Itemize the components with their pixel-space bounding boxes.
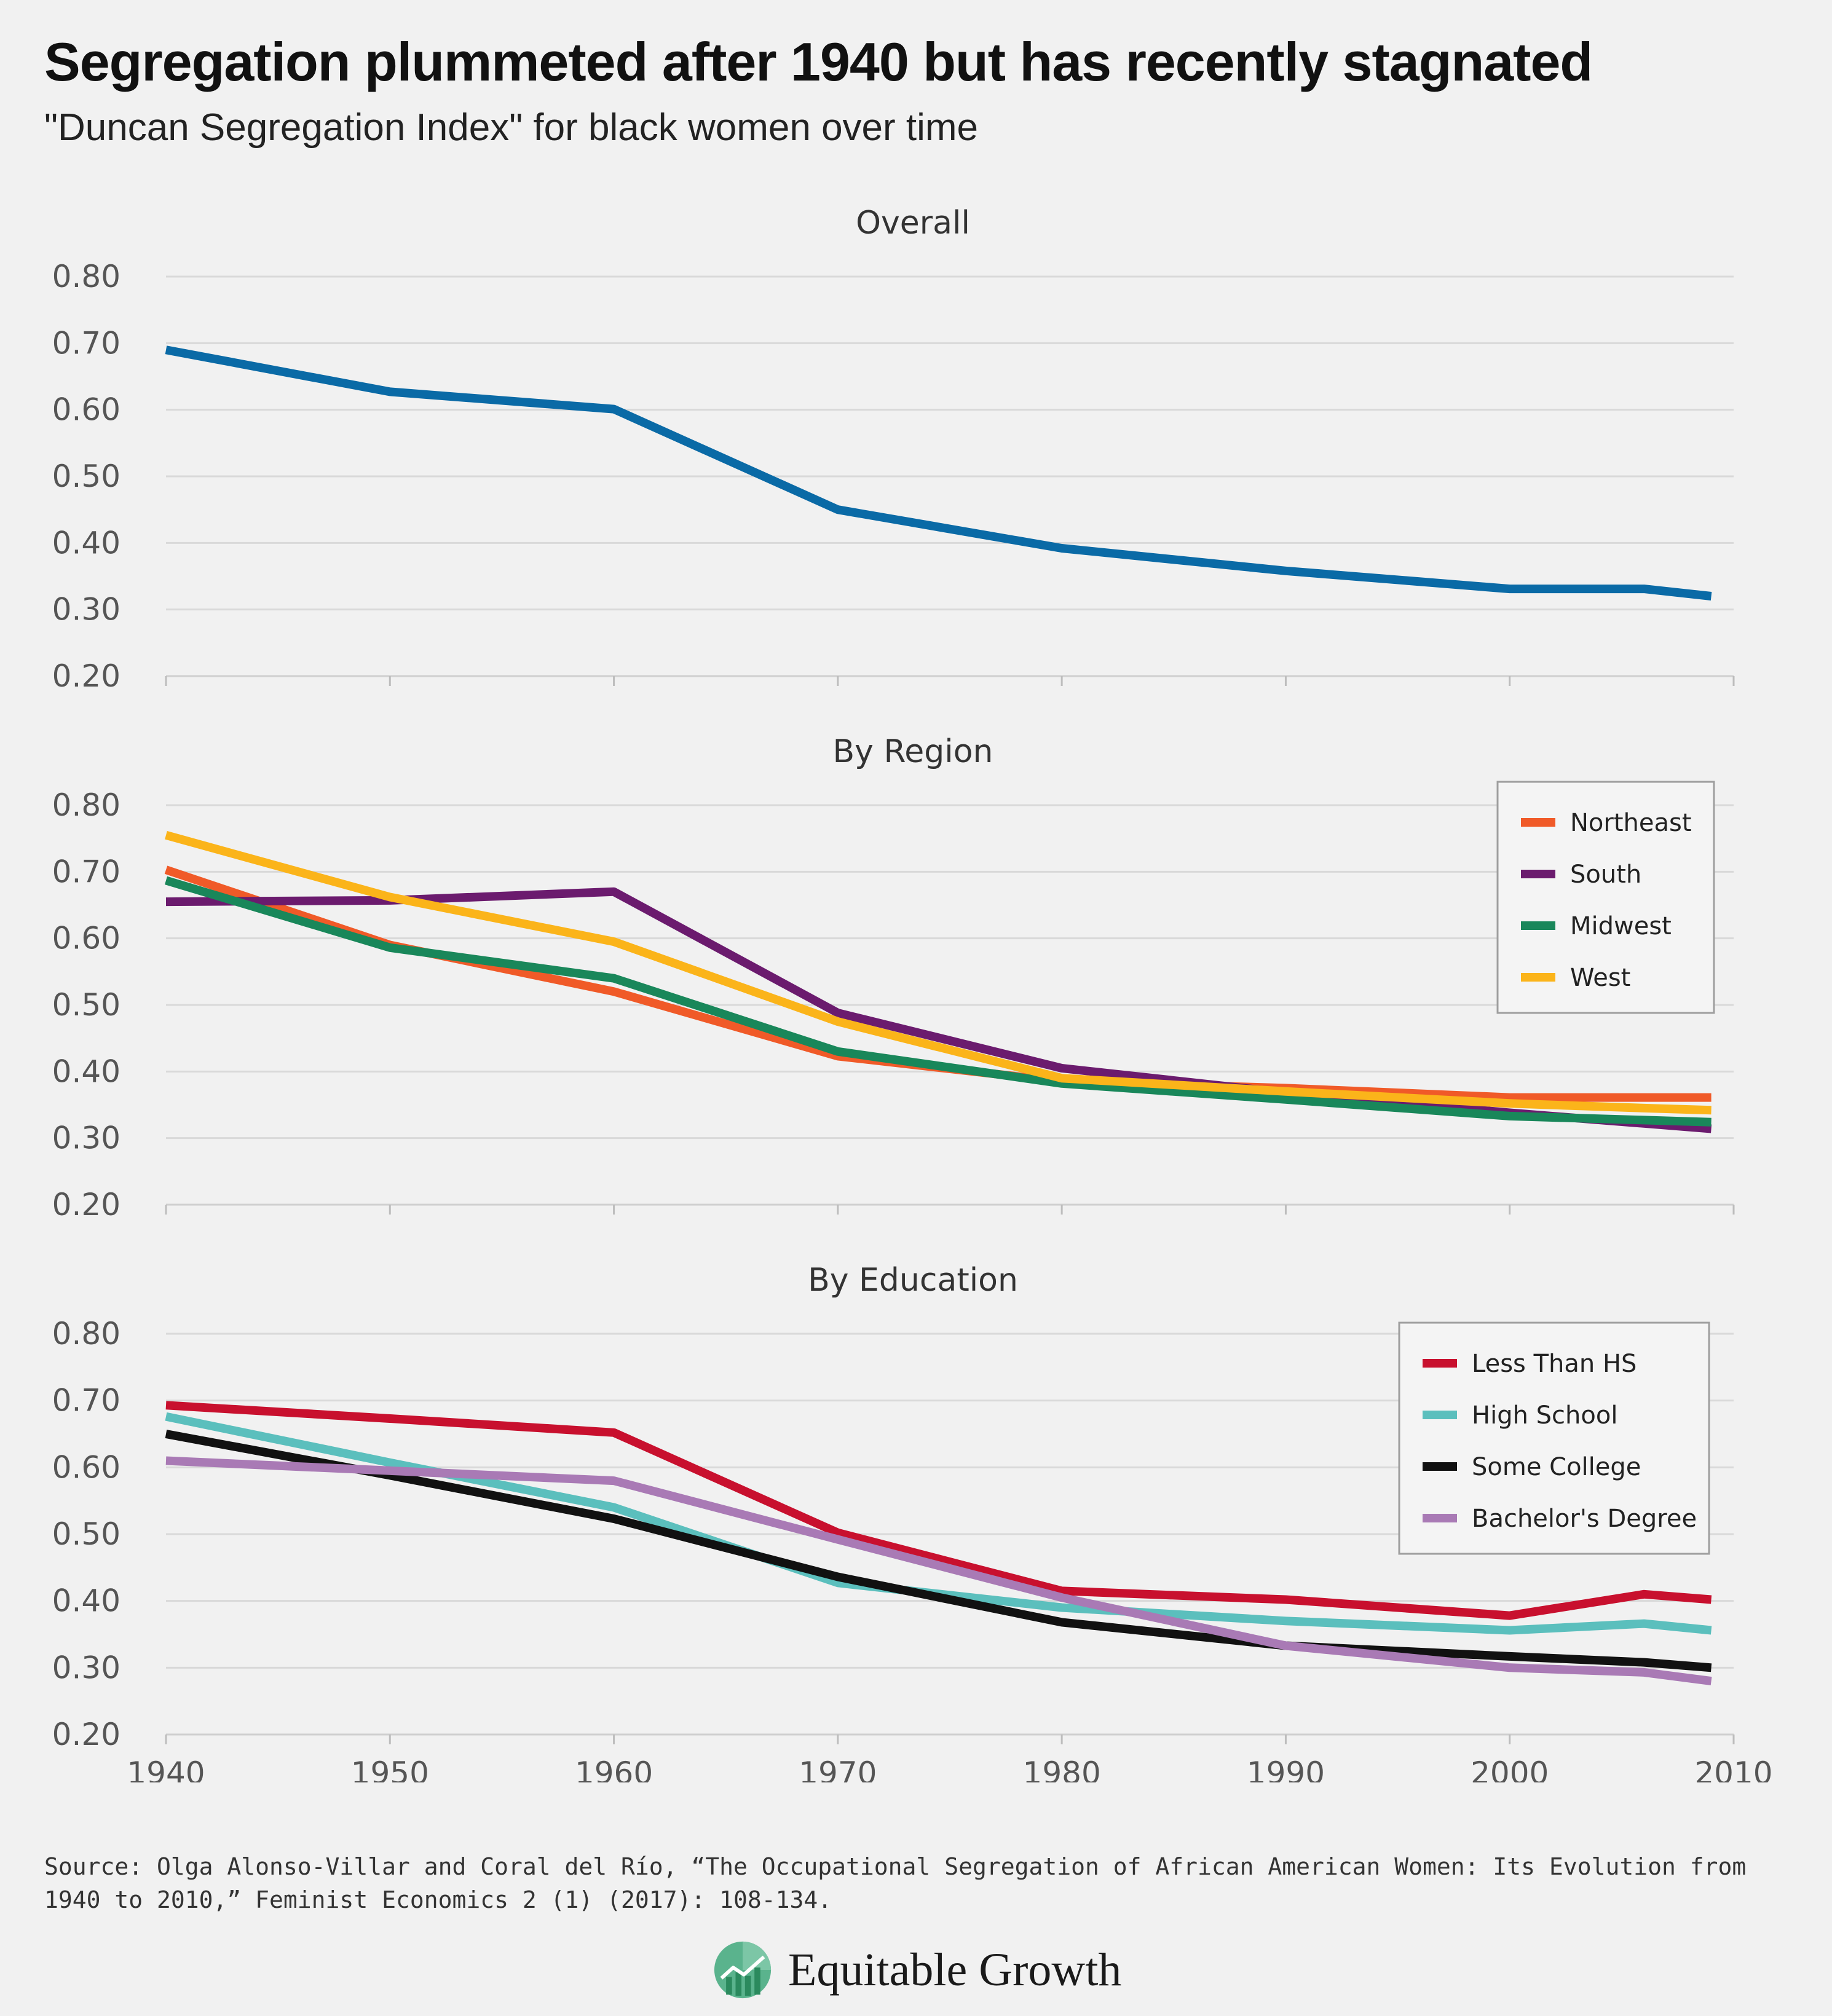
growth-leaf-icon xyxy=(714,1941,772,1999)
chart-title: Segregation plummeted after 1940 but has… xyxy=(44,31,1593,92)
chart-panel-1: Overall 0.80 0.70 0.60 0.50 0.40 0.30 0.20 xyxy=(52,205,1735,694)
y-tick-label: 0.30 xyxy=(52,1120,120,1156)
y-tick-label: 0.40 xyxy=(52,1583,120,1619)
source-note: Source: Olga Alonso-Villar and Coral del… xyxy=(44,1853,1747,1913)
y-tick-label: 0.40 xyxy=(52,1053,120,1089)
y-tick-label: 0.60 xyxy=(52,392,120,428)
legend: Less Than HS High School Some College Bache… xyxy=(1398,1321,1710,1555)
y-tick-label: 0.20 xyxy=(52,1187,120,1223)
panel-title: Overall xyxy=(856,205,970,242)
y-tick-label: 0.70 xyxy=(52,854,120,889)
series-line-less-than-hs xyxy=(165,1401,1712,1620)
chart-panel-2: By Region 0.80 0.70 0.60 0.50 0.40 0.30 0.20 Nor… xyxy=(52,733,1735,1223)
chart-panel-3: By Education 0.80 0.70 0.60 0.50 0.40 0.30 0.20… xyxy=(52,1262,1773,1782)
legend-item-label: Less Than HS xyxy=(1472,1350,1637,1378)
series-line-midwest xyxy=(164,876,1712,1127)
y-tick-label: 0.30 xyxy=(52,592,120,628)
series-line-bachelor-s-degree xyxy=(165,1456,1712,1686)
y-tick-label: 0.70 xyxy=(52,325,120,361)
x-tick-label: 2000 xyxy=(1471,1755,1549,1782)
legend-item-label: Northeast xyxy=(1570,809,1692,837)
legend-item-label: South xyxy=(1570,860,1641,889)
brand-name: Equitable Growth xyxy=(788,1943,1122,1996)
series-line-west xyxy=(165,831,1712,1115)
y-tick-label: 0.50 xyxy=(52,987,120,1023)
x-tick-label: 1940 xyxy=(127,1755,205,1782)
series-line-overall xyxy=(165,345,1712,600)
legend-item-label: High School xyxy=(1472,1401,1617,1430)
x-tick-label: 1950 xyxy=(351,1755,429,1782)
y-tick-label: 0.20 xyxy=(52,658,120,694)
y-tick-label: 0.30 xyxy=(52,1650,120,1685)
y-tick-label: 0.80 xyxy=(52,787,120,823)
brand-logo: Equitable Growth xyxy=(713,1936,1121,2004)
x-tick-label: 1960 xyxy=(575,1755,653,1782)
legend-item-label: West xyxy=(1570,964,1630,992)
y-tick-label: 0.20 xyxy=(52,1717,120,1752)
x-tick-label: 2010 xyxy=(1694,1755,1772,1782)
y-tick-label: 0.80 xyxy=(52,1316,120,1352)
legend-item-label: Some College xyxy=(1472,1453,1641,1481)
y-tick-label: 0.50 xyxy=(52,459,120,494)
y-tick-label: 0.60 xyxy=(52,921,120,956)
series-line-some-college xyxy=(165,1430,1712,1672)
legend-item-label: Midwest xyxy=(1570,912,1672,940)
legend: Northeast South Midwest West xyxy=(1496,781,1715,1014)
y-tick-label: 0.40 xyxy=(52,525,120,561)
legend-item-label: Bachelor's Degree xyxy=(1472,1505,1697,1533)
y-tick-label: 0.60 xyxy=(52,1449,120,1485)
y-tick-label: 0.70 xyxy=(52,1383,120,1419)
y-tick-label: 0.80 xyxy=(52,259,120,294)
x-tick-label: 1970 xyxy=(799,1755,877,1782)
panel-title: By Region xyxy=(833,733,993,770)
y-tick-label: 0.50 xyxy=(52,1516,120,1552)
chart-subtitle: "Duncan Segregation Index" for black wom… xyxy=(44,106,979,149)
x-tick-label: 1980 xyxy=(1023,1755,1101,1782)
panel-title: By Education xyxy=(808,1262,1018,1299)
x-tick-label: 1990 xyxy=(1247,1755,1325,1782)
